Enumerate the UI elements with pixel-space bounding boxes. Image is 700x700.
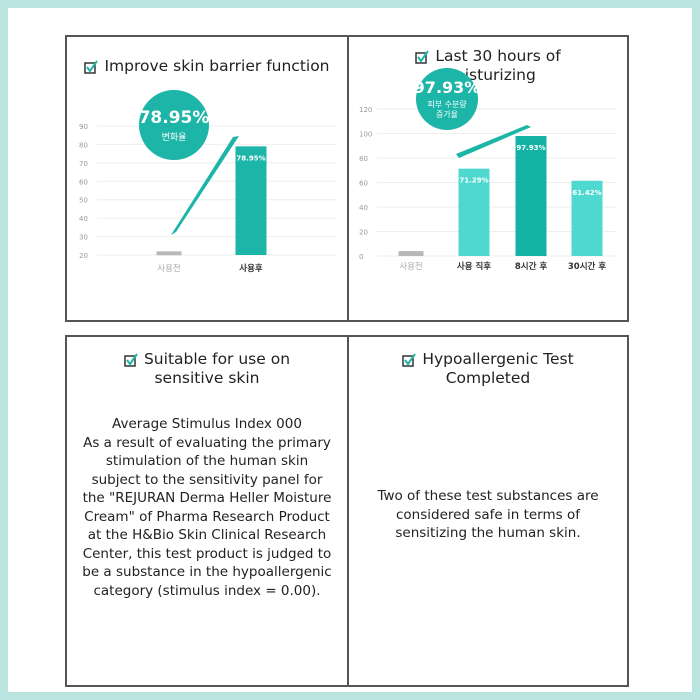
body-line: Cream" of Pharma Research Product	[84, 508, 330, 525]
panel-sensitive-skin: Suitable for use on sensitive skin Avera…	[65, 335, 349, 687]
checkbox-checked-icon	[84, 60, 99, 74]
callout-value: 97.93%	[414, 78, 481, 97]
title-text: Completed	[445, 369, 531, 387]
callout-label: 피부 수분량	[427, 99, 467, 109]
panel-hypoallergenic: Hypoallergenic Test Completed Two of the…	[347, 335, 629, 687]
panel-body: Two of these test substances are consider…	[359, 487, 617, 543]
y-tick-label: 20	[79, 252, 88, 260]
callout-value: 78.95%	[139, 108, 210, 128]
bar	[156, 251, 182, 256]
data-label: 97.93%	[516, 144, 545, 152]
panel-title: Improve skin barrier function	[67, 57, 347, 76]
x-tick-label: 사용전	[157, 263, 180, 274]
body-line: the "REJURAN Derma Heller Moisture	[82, 490, 332, 506]
panel-title: Hypoallergenic Test Completed	[349, 350, 627, 388]
body-line: Two of these test substances are	[377, 488, 599, 504]
checkbox-checked-icon	[124, 353, 138, 367]
y-tick-label: 40	[79, 215, 88, 223]
chart-skin-barrier: 20 30 40 50 60 70 80 90 사용전 78.95% 사용후 78.95% 변화율	[79, 90, 337, 274]
x-tick-label: 8시간 후	[515, 261, 548, 272]
y-tick-label: 60	[79, 178, 88, 186]
title-text: Suitable for use on	[143, 350, 291, 368]
x-tick-label: 사용후	[239, 263, 263, 274]
title-text: Hypoallergenic Test	[422, 350, 574, 368]
trend-arrow	[456, 125, 531, 158]
body-line: As a result of evaluating the primary	[83, 434, 331, 451]
y-tick-label: 120	[359, 106, 372, 114]
y-tick-label: 70	[79, 160, 88, 168]
title-text: Improve skin barrier function	[104, 57, 330, 75]
body-line: sensitizing the human skin.	[395, 525, 581, 541]
panel-body: Average Stimulus Index 000 As a result of…	[77, 415, 337, 600]
y-tick-label: 80	[359, 155, 368, 163]
data-label: 71.29%	[459, 177, 488, 185]
y-tick-label: 50	[79, 197, 88, 205]
bar	[515, 136, 547, 256]
bar	[571, 180, 603, 256]
x-tick-label: 사용전	[399, 261, 422, 272]
panel-moisturizing: Last 30 hours of moisturizing 0 20 40 60 80 1…	[347, 35, 629, 322]
data-label: 78.95%	[236, 154, 265, 162]
body-line: Center, this test product is judged to	[82, 545, 332, 562]
trend-arrow	[171, 136, 239, 235]
bar	[458, 168, 490, 256]
body-line: at the H&Bio Skin Clinical Research	[87, 527, 327, 543]
body-line: Average Stimulus Index 000	[112, 416, 302, 432]
x-tick-label: 사용 직후	[457, 261, 491, 272]
callout-label: 변화율	[162, 132, 187, 143]
y-tick-label: 40	[359, 204, 368, 212]
y-tick-label: 100	[359, 131, 372, 139]
title-text: Last 30 hours of	[435, 47, 561, 65]
body-line: category (stimulus index = 0.00).	[93, 582, 321, 599]
data-label: 61.42%	[572, 189, 601, 197]
title-text: sensitive skin	[154, 369, 260, 387]
chart-moisturizing: 0 20 40 60 80 100 120 사용전 71.29% 사용 직후 97.93% 8시간 후…	[359, 68, 617, 272]
y-tick-label: 30	[79, 234, 88, 242]
y-tick-label: 20	[359, 229, 368, 237]
callout-circle	[416, 68, 478, 130]
body-line: be a substance in the hypoallergenic	[82, 564, 332, 580]
body-line: considered safe in terms of	[396, 506, 580, 523]
checkbox-checked-icon	[402, 353, 417, 367]
y-tick-label: 90	[79, 123, 88, 131]
y-tick-label: 60	[359, 180, 368, 188]
body-line: subject to the sensitivity panel for	[91, 471, 323, 488]
y-tick-label: 80	[79, 141, 88, 149]
panel-title: Suitable for use on sensitive skin	[67, 350, 347, 388]
bar	[398, 251, 424, 256]
checkbox-checked-icon	[415, 50, 430, 64]
y-tick-label: 0	[359, 253, 363, 261]
callout-label: 증가율	[436, 110, 458, 119]
callout-circle	[139, 90, 209, 160]
panel-skin-barrier: Improve skin barrier function 20 30 40 50 60…	[65, 35, 349, 322]
body-line: stimulation of the human skin	[105, 453, 309, 469]
bar	[235, 146, 267, 255]
x-tick-label: 30시간 후	[568, 261, 606, 272]
